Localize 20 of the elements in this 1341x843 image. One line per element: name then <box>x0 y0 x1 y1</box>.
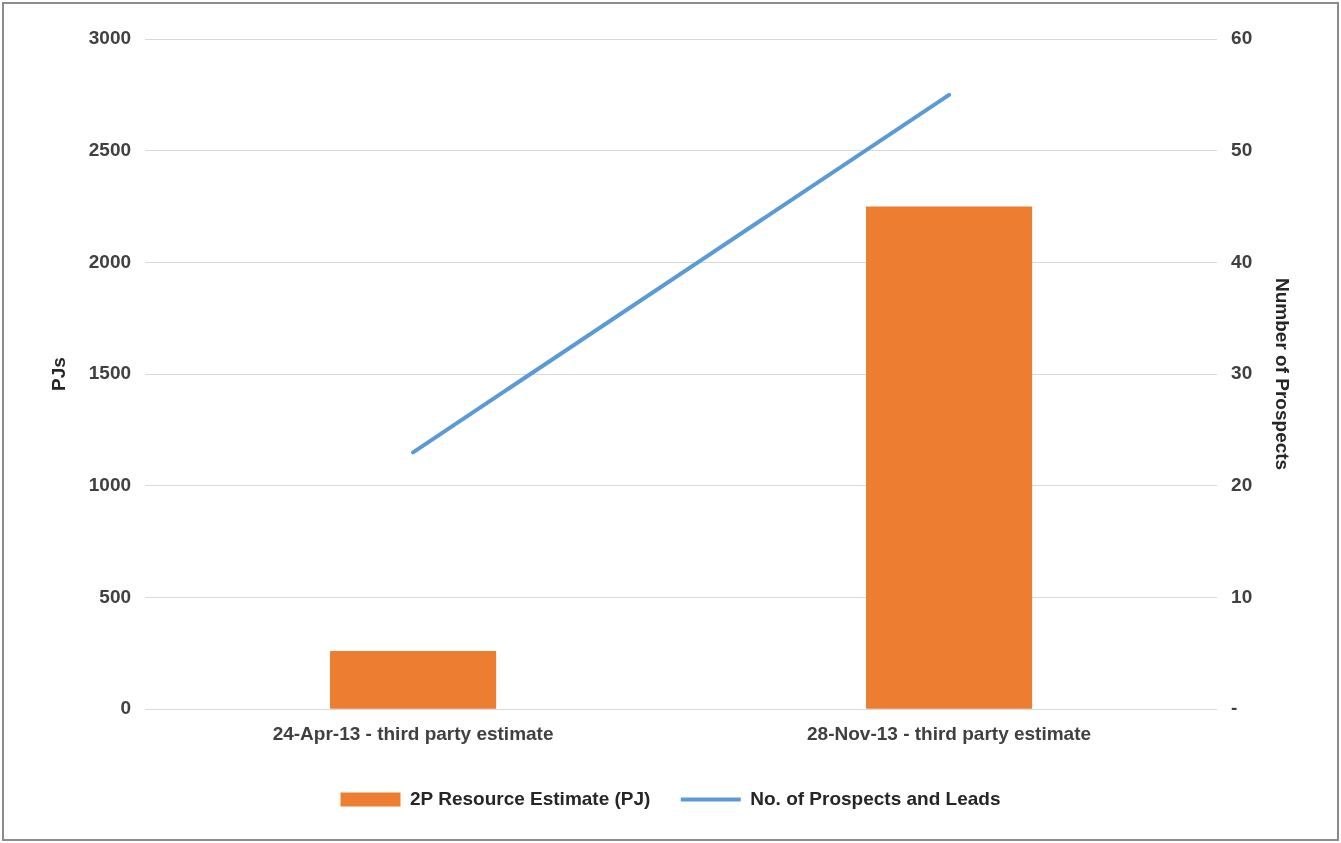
y-tick-label: 500 <box>99 585 132 607</box>
y-tick-label: 3000 <box>88 27 132 49</box>
legend-label: 2P Resource Estimate (PJ) <box>410 787 651 809</box>
y-tick-label: 2000 <box>88 250 132 272</box>
y-tick-label: 0 <box>120 697 132 719</box>
y2-tick-label: 30 <box>1231 362 1253 384</box>
y2-tick-label: 10 <box>1231 585 1253 607</box>
y-tick-label: 1000 <box>88 474 132 496</box>
y2-tick-label: 20 <box>1231 474 1253 496</box>
y-axis-title: PJs <box>47 357 69 392</box>
y-tick-label: 1500 <box>88 362 132 384</box>
y2-tick-label: - <box>1231 697 1238 719</box>
y2-tick-label: 60 <box>1231 27 1253 49</box>
x-tick-label: 28-Nov-13 - third party estimate <box>807 722 1092 744</box>
y2-axis-title: Number of Prospects <box>1272 278 1294 471</box>
y2-tick-label: 50 <box>1231 138 1253 160</box>
y-tick-label: 2500 <box>88 138 132 160</box>
x-tick-label: 24-Apr-13 - third party estimate <box>272 722 554 744</box>
legend-label: No. of Prospects and Leads <box>750 787 1001 809</box>
y2-tick-label: 40 <box>1231 250 1253 272</box>
